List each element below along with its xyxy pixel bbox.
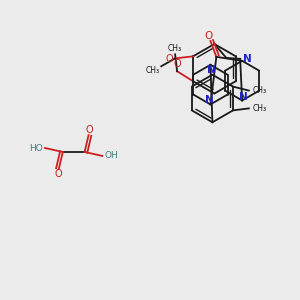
Text: CH₃: CH₃ bbox=[253, 104, 267, 113]
Text: N: N bbox=[239, 92, 248, 103]
Text: O: O bbox=[54, 169, 62, 179]
Text: N: N bbox=[207, 65, 216, 75]
Text: O: O bbox=[86, 125, 93, 135]
Text: N: N bbox=[243, 54, 252, 64]
Text: CH₃: CH₃ bbox=[168, 44, 182, 53]
Text: O: O bbox=[173, 59, 181, 69]
Text: HO: HO bbox=[29, 143, 43, 152]
Text: O: O bbox=[204, 31, 213, 41]
Text: CH₃: CH₃ bbox=[145, 66, 159, 75]
Text: O: O bbox=[166, 54, 173, 64]
Text: N: N bbox=[205, 95, 214, 106]
Text: CH₃: CH₃ bbox=[253, 86, 267, 95]
Text: OH: OH bbox=[104, 152, 118, 160]
